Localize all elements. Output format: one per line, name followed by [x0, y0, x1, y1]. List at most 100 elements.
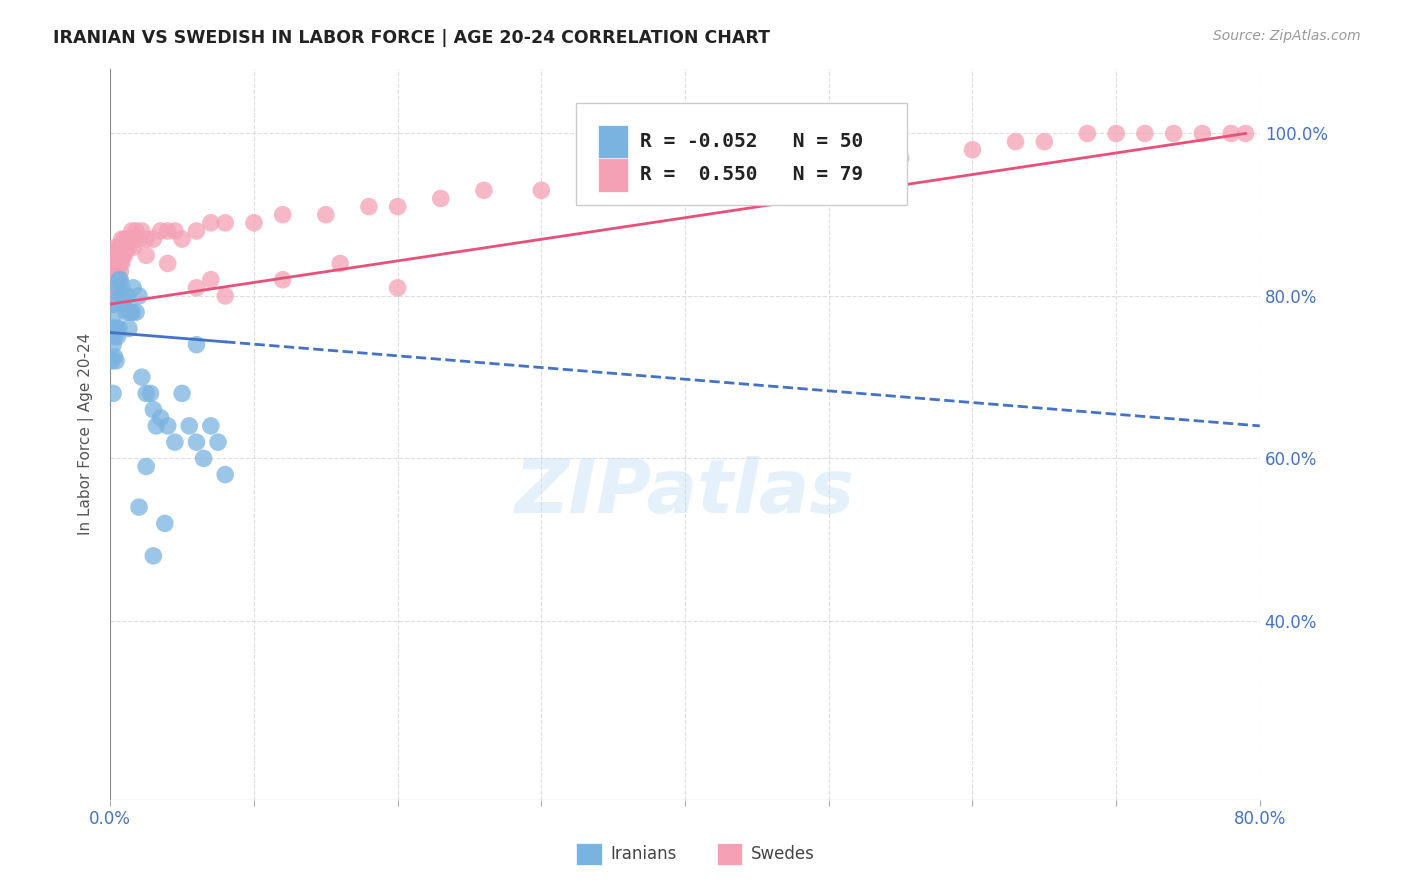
Point — [673, 167, 696, 181]
Point — [1133, 127, 1156, 141]
Point — [120, 232, 142, 246]
Point — [107, 321, 129, 335]
Point — [1220, 127, 1243, 141]
Point — [186, 281, 208, 295]
Point — [186, 337, 208, 351]
Point — [156, 224, 179, 238]
Point — [200, 216, 222, 230]
Text: Iranians: Iranians — [610, 845, 676, 863]
Point — [114, 289, 136, 303]
Point — [121, 224, 143, 238]
Point — [128, 232, 150, 246]
Point — [103, 329, 125, 343]
Point — [214, 467, 236, 482]
Point — [107, 248, 129, 262]
Point — [156, 418, 179, 433]
Point — [108, 273, 131, 287]
Point — [131, 370, 153, 384]
Point — [135, 232, 157, 246]
Point — [817, 151, 839, 165]
Point — [108, 256, 131, 270]
Point — [472, 183, 495, 197]
Point — [101, 297, 124, 311]
Point — [104, 240, 127, 254]
Point — [145, 418, 167, 433]
Point — [135, 386, 157, 401]
Point — [103, 273, 125, 287]
Point — [163, 435, 186, 450]
Point — [110, 240, 132, 254]
Point — [142, 402, 165, 417]
Point — [101, 281, 124, 295]
Point — [107, 281, 129, 295]
Point — [962, 143, 984, 157]
Point — [103, 321, 125, 335]
Point — [387, 281, 409, 295]
Point — [110, 289, 132, 303]
Point — [104, 354, 127, 368]
Point — [115, 240, 138, 254]
Point — [357, 200, 380, 214]
Point — [186, 435, 208, 450]
Point — [114, 232, 136, 246]
Point — [107, 256, 129, 270]
Point — [193, 451, 215, 466]
Point — [112, 248, 135, 262]
Text: R =  0.550   N = 79: R = 0.550 N = 79 — [640, 165, 863, 185]
Point — [121, 305, 143, 319]
Point — [429, 192, 451, 206]
Point — [118, 321, 141, 335]
Point — [530, 183, 553, 197]
Point — [131, 224, 153, 238]
Point — [108, 240, 131, 254]
Point — [156, 256, 179, 270]
Point — [149, 410, 172, 425]
Text: IRANIAN VS SWEDISH IN LABOR FORCE | AGE 20-24 CORRELATION CHART: IRANIAN VS SWEDISH IN LABOR FORCE | AGE … — [53, 29, 770, 46]
Point — [108, 273, 131, 287]
Point — [111, 248, 134, 262]
Point — [101, 386, 124, 401]
Point — [103, 256, 125, 270]
Point — [1234, 127, 1257, 141]
Y-axis label: In Labor Force | Age 20-24: In Labor Force | Age 20-24 — [79, 333, 94, 535]
Point — [110, 264, 132, 278]
Point — [100, 354, 122, 368]
Point — [1163, 127, 1185, 141]
Point — [243, 216, 266, 230]
Point — [110, 256, 132, 270]
Point — [118, 240, 141, 254]
Point — [112, 240, 135, 254]
Point — [101, 337, 124, 351]
Text: Swedes: Swedes — [751, 845, 814, 863]
Point — [104, 273, 127, 287]
Point — [104, 321, 127, 335]
Point — [125, 305, 148, 319]
Point — [163, 224, 186, 238]
Point — [110, 273, 132, 287]
Text: R = -0.052   N = 50: R = -0.052 N = 50 — [640, 132, 863, 152]
Point — [111, 256, 134, 270]
Point — [1105, 127, 1128, 141]
Point — [135, 248, 157, 262]
Point — [122, 281, 145, 295]
Point — [172, 386, 194, 401]
Point — [128, 289, 150, 303]
Point — [1004, 135, 1026, 149]
Point — [111, 289, 134, 303]
Point — [108, 321, 131, 335]
Point — [1191, 127, 1213, 141]
Point — [103, 289, 125, 303]
Point — [179, 418, 201, 433]
Point — [186, 224, 208, 238]
Point — [103, 350, 125, 364]
Point — [114, 248, 136, 262]
Point — [100, 321, 122, 335]
Point — [104, 305, 127, 319]
Point — [101, 297, 124, 311]
Point — [139, 386, 162, 401]
Point — [122, 240, 145, 254]
Point — [101, 256, 124, 270]
Point — [120, 305, 142, 319]
Point — [107, 264, 129, 278]
Point — [200, 418, 222, 433]
